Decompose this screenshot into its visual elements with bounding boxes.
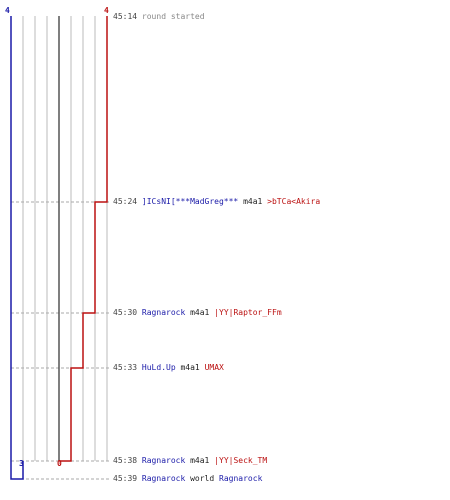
event-time: 45:38 xyxy=(113,456,138,465)
event-time: 45:24 xyxy=(113,197,138,206)
event-action: world xyxy=(190,474,215,483)
event-killer: HuLd.Up xyxy=(141,363,176,372)
event-row: 45:38 Ragnarock m4a1 |YY|Seck_TM xyxy=(113,455,267,466)
event-killer: Ragnarock xyxy=(141,474,186,483)
red-start-score: 4 xyxy=(104,6,109,15)
event-action: m4a1 xyxy=(190,308,210,317)
event-killer: Ragnarock xyxy=(141,308,186,317)
event-victim: |YY|Seck_TM xyxy=(214,456,268,465)
event-row: 45:14 round started xyxy=(113,11,205,22)
event-action: m4a1 xyxy=(190,456,210,465)
red-team-step-line xyxy=(59,16,108,462)
event-victim: Ragnarock xyxy=(219,474,263,483)
event-row: 45:30 Ragnarock m4a1 |YY|Raptor_FFm xyxy=(113,307,282,318)
blue-end-score: 3 xyxy=(19,459,24,468)
event-action: m4a1 xyxy=(180,363,200,372)
blue-start-score: 4 xyxy=(5,6,10,15)
event-killer: ]ICsNI[***MadGreg*** xyxy=(141,197,239,206)
event-row: 45:33 HuLd.Up m4a1 UMAX xyxy=(113,362,224,373)
blue-team-step-line xyxy=(10,16,24,480)
event-row: 45:39 Ragnarock world Ragnarock xyxy=(113,473,262,484)
event-message: round started xyxy=(141,12,205,21)
red-end-score: 0 xyxy=(57,459,62,468)
event-time: 45:33 xyxy=(113,363,138,372)
event-time: 45:14 xyxy=(113,12,138,21)
event-time: 45:30 xyxy=(113,308,138,317)
event-time: 45:39 xyxy=(113,474,138,483)
event-action: m4a1 xyxy=(243,197,263,206)
event-killer: Ragnarock xyxy=(141,456,186,465)
event-victim: UMAX xyxy=(204,363,224,372)
event-victim: |YY|Raptor_FFm xyxy=(214,308,282,317)
event-victim: >bTCa<Akira xyxy=(267,197,321,206)
event-row: 45:24 ]ICsNI[***MadGreg*** m4a1 >bTCa<Ak… xyxy=(113,196,320,207)
